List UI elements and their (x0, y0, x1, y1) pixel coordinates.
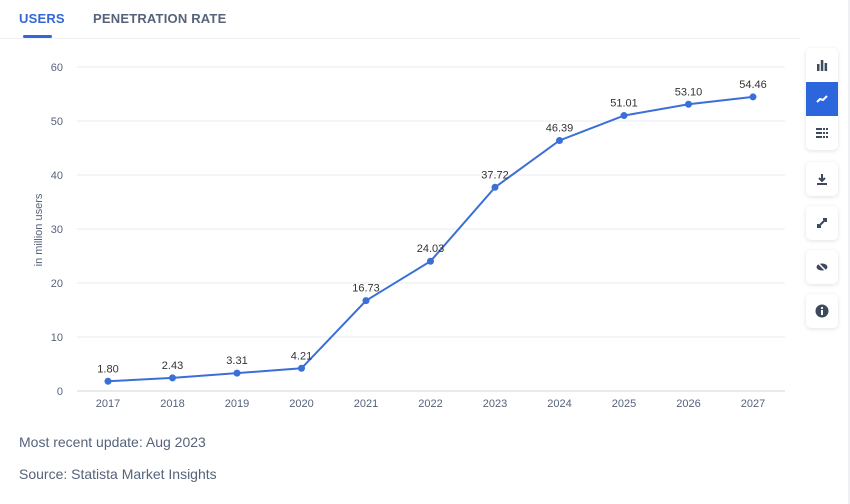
tab-bar: USERS PENETRATION RATE (0, 0, 800, 39)
y-tick-label: 60 (51, 62, 63, 74)
data-point (556, 136, 563, 144)
chart-type-group (806, 48, 838, 150)
x-tick-label: 2025 (612, 398, 636, 410)
table-icon (816, 128, 828, 138)
tab-users[interactable]: USERS (19, 11, 65, 26)
y-tick-label: 40 (51, 170, 63, 182)
download-button[interactable] (806, 162, 838, 196)
data-point (104, 377, 112, 385)
download-icon (817, 174, 827, 185)
line-chart-icon (816, 95, 828, 103)
data-point (233, 369, 241, 377)
data-label: 24.03 (417, 243, 445, 255)
tab-penetration-rate[interactable]: PENETRATION RATE (93, 11, 227, 26)
bar-chart-button[interactable] (806, 48, 838, 82)
data-label: 51.01 (610, 98, 638, 110)
line-chart-button[interactable] (806, 82, 838, 116)
y-tick-label: 50 (51, 116, 63, 128)
y-tick-label: 0 (57, 386, 63, 398)
update-note: Most recent update: Aug 2023 (19, 434, 206, 450)
data-point (620, 112, 628, 120)
y-tick-label: 10 (51, 332, 63, 344)
y-tick-label: 30 (51, 224, 63, 236)
data-label: 54.46 (739, 79, 767, 91)
y-tick-label: 20 (51, 278, 63, 290)
data-point (685, 100, 692, 108)
data-point (169, 374, 176, 382)
data-label: 4.21 (291, 350, 312, 362)
active-tab-indicator (23, 35, 52, 38)
data-point (362, 297, 370, 305)
x-tick-label: 2022 (418, 398, 442, 410)
data-label: 3.31 (226, 355, 247, 367)
data-point (298, 364, 305, 372)
x-tick-label: 2024 (547, 398, 571, 410)
hide-button[interactable] (806, 250, 838, 284)
data-label: 37.72 (481, 169, 509, 181)
x-tick-label: 2018 (160, 398, 184, 410)
data-label: 2.43 (162, 360, 183, 372)
series-line (107, 95, 754, 383)
data-label: 1.80 (97, 363, 118, 375)
info-button[interactable] (806, 294, 838, 328)
data-point (749, 93, 757, 101)
data-point (491, 183, 499, 191)
info-icon (815, 304, 829, 318)
table-button[interactable] (806, 116, 838, 150)
data-label: 46.39 (546, 122, 574, 134)
data-label: 16.73 (352, 283, 380, 295)
panel-border (848, 0, 850, 504)
fullscreen-button[interactable] (806, 206, 838, 240)
x-tick-label: 2023 (483, 398, 507, 410)
bar-chart-icon (817, 60, 828, 71)
x-tick-label: 2021 (354, 398, 378, 410)
expand-icon (817, 218, 827, 228)
x-tick-label: 2026 (676, 398, 700, 410)
x-tick-label: 2019 (225, 398, 249, 410)
y-axis-label: in million users (33, 193, 45, 266)
source-note: Source: Statista Market Insights (19, 466, 217, 482)
data-point (427, 257, 434, 265)
line-chart: 0 10 20 30 40 50 60 2017 2018 2019 2020 2021 2022 202… (33, 62, 785, 410)
x-tick-label: 2027 (741, 398, 765, 410)
x-tick-label: 2020 (289, 398, 313, 410)
hide-icon (816, 262, 828, 272)
data-label: 53.10 (675, 86, 703, 98)
x-tick-label: 2017 (96, 398, 120, 410)
